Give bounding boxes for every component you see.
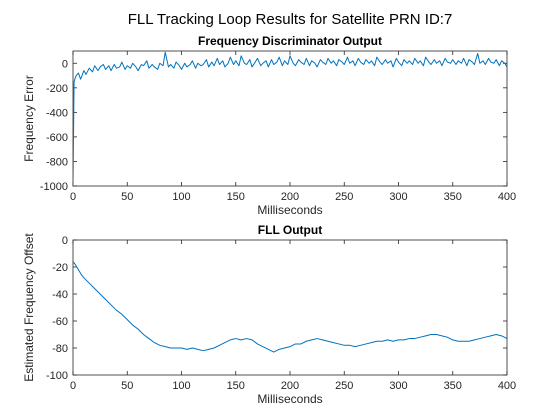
discriminator-xtick-label: 50 [121,191,133,203]
fll-output-ylabel: Estimated Frequency Offset [22,233,36,382]
discriminator-title: Frequency Discriminator Output [198,34,382,48]
fll-output-xtick-label: 400 [498,380,516,392]
discriminator-ytick-label: -600 [46,132,68,144]
discriminator-xtick-label: 200 [281,191,299,203]
fll-output-xtick-label: 200 [281,380,299,392]
fll-output-ytick-label: 0 [62,235,68,247]
fll-output-ytick-label: -20 [52,262,68,274]
discriminator-ytick-label: 0 [62,58,68,70]
fll-output-xtick-label: 100 [172,380,190,392]
fll-output-ytick-label: -60 [52,316,68,328]
discriminator-xtick-label: 0 [70,191,76,203]
fll-output-xtick-label: 250 [335,380,353,392]
discriminator-series-line [73,51,507,186]
fll-output-xlabel: Milliseconds [257,392,322,406]
discriminator-ytick-label: -400 [46,107,68,119]
fll-output-plot-area [72,239,508,376]
discriminator-xlabel: Milliseconds [257,203,322,217]
discriminator-ytick-label: -1000 [40,181,68,193]
discriminator-xtick-label: 400 [498,191,516,203]
fll-output-ytick-label: -40 [52,289,68,301]
discriminator-xtick-label: 150 [227,191,245,203]
discriminator-ylabel: Frequency Error [22,75,36,162]
fll-output-xtick-label: 350 [444,380,462,392]
fll-output-xtick-label: 0 [70,380,76,392]
fll-output-xtick-label: 50 [121,380,133,392]
fll-output-ytick-label: -100 [46,370,68,382]
fll-output-xtick-label: 150 [227,380,245,392]
discriminator-axes: Frequency Discriminator Output 0 50 100 150 2… [22,34,516,217]
fll-output-ytick-label: -80 [52,343,68,355]
fll-output-axes: FLL Output 0 50 100 150 200 250 300 350 400 0 -20 -4… [22,223,516,406]
figure-title: FLL Tracking Loop Results for Satellite … [128,11,453,28]
fll-output-title: FLL Output [258,223,322,237]
discriminator-xtick-label: 250 [335,191,353,203]
discriminator-xtick-label: 100 [172,191,190,203]
discriminator-xtick-label: 300 [389,191,407,203]
discriminator-plot-area [72,50,508,187]
fll-output-series-line [73,261,507,353]
fll-output-xtick-label: 300 [389,380,407,392]
discriminator-xtick-label: 350 [444,191,462,203]
discriminator-ytick-label: -800 [46,156,68,168]
discriminator-ytick-label: -200 [46,83,68,95]
